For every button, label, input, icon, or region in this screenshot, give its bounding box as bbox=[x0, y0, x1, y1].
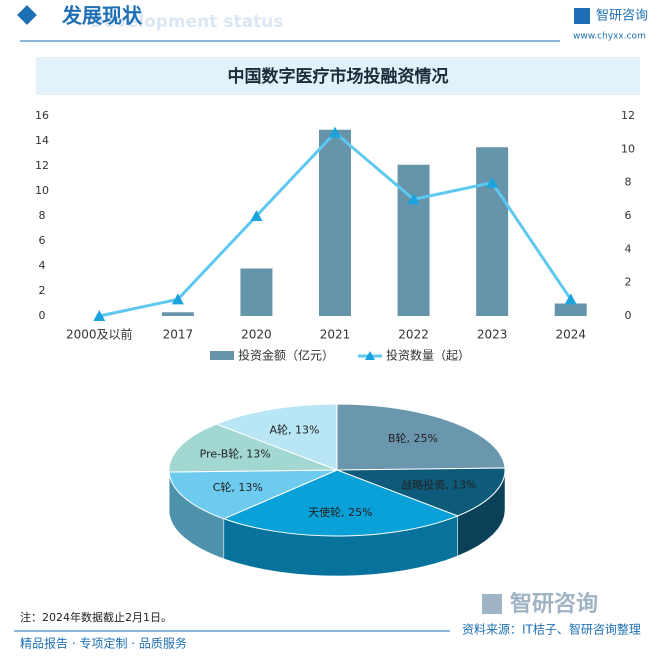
logo-url: www.chyxx.com bbox=[573, 32, 646, 42]
bar bbox=[554, 303, 587, 316]
y-tick-label: 16 bbox=[35, 109, 49, 122]
y-tick-label: 10 bbox=[35, 184, 49, 197]
header-icon bbox=[17, 5, 37, 25]
y2-tick-label: 10 bbox=[621, 142, 635, 155]
x-tick-label: 2020 bbox=[241, 328, 272, 342]
logo-text: 智研咨询 bbox=[596, 9, 648, 24]
header-title: 发展现状 bbox=[61, 4, 143, 28]
x-tick-label: 2017 bbox=[163, 328, 194, 342]
legend-label: 投资数量（起） bbox=[386, 348, 470, 363]
pie-label: 战略投资, 13% bbox=[401, 477, 476, 491]
footer-logo: 智研咨询 bbox=[510, 591, 598, 617]
line-marker bbox=[250, 210, 263, 221]
pie-slice bbox=[215, 403, 338, 471]
header-subtitle: Development status bbox=[90, 12, 283, 32]
x-tick-label: 2023 bbox=[477, 328, 508, 342]
bar bbox=[319, 129, 351, 316]
line-marker bbox=[564, 293, 577, 305]
legend-marker bbox=[365, 351, 375, 360]
note: 注：2024年数据截止2月1日。 bbox=[20, 610, 172, 624]
logo-icon bbox=[574, 8, 590, 24]
bar bbox=[161, 312, 194, 316]
y-tick-label: 12 bbox=[35, 159, 49, 172]
x-tick-label: 2022 bbox=[398, 328, 429, 342]
bar bbox=[397, 164, 430, 316]
y2-tick-label: 6 bbox=[625, 209, 632, 222]
x-tick-label: 2000及以前 bbox=[66, 327, 133, 342]
legend-swatch bbox=[210, 351, 234, 360]
y-tick-label: 2 bbox=[39, 284, 46, 297]
y-tick-label: 4 bbox=[39, 259, 46, 272]
x-tick-label: 2021 bbox=[320, 328, 351, 342]
bar bbox=[476, 147, 509, 316]
pie-label: B轮, 25% bbox=[388, 431, 438, 445]
y-tick-label: 14 bbox=[35, 134, 49, 147]
pie-slice bbox=[336, 403, 506, 471]
line-marker bbox=[329, 126, 341, 138]
y2-tick-label: 4 bbox=[625, 242, 632, 255]
line-marker bbox=[171, 293, 184, 305]
y2-tick-label: 0 bbox=[625, 309, 632, 322]
pie-slice bbox=[168, 469, 338, 520]
pie-label: 天使轮, 25% bbox=[308, 505, 372, 519]
pie-slice bbox=[336, 467, 506, 517]
chart-title: 中国数字医疗市场投融资情况 bbox=[228, 66, 449, 87]
y2-tick-label: 2 bbox=[625, 276, 632, 289]
footer-source: 资料来源：IT桔子、智研咨询整理 bbox=[462, 622, 641, 637]
line-marker bbox=[93, 310, 106, 321]
pie-label: A轮, 13% bbox=[269, 422, 319, 436]
pie-slice bbox=[222, 469, 459, 537]
y2-tick-label: 8 bbox=[625, 176, 632, 189]
x-tick-label: 2024 bbox=[555, 328, 586, 342]
footer-slogan: 精品报告 · 专项定制 · 品质服务 bbox=[20, 636, 187, 651]
y-tick-label: 6 bbox=[39, 234, 46, 247]
line-marker bbox=[407, 193, 420, 205]
pie-slice bbox=[168, 423, 338, 473]
y-tick-label: 8 bbox=[39, 209, 46, 222]
y2-tick-label: 12 bbox=[621, 109, 635, 122]
legend-label: 投资金额（亿元） bbox=[238, 348, 334, 363]
y-tick-label: 0 bbox=[39, 309, 46, 322]
footer-logo-icon bbox=[482, 594, 502, 614]
line-marker bbox=[486, 176, 499, 188]
title-banner bbox=[36, 57, 640, 95]
pie-label: Pre-B轮, 13% bbox=[200, 447, 271, 461]
bar bbox=[240, 268, 273, 316]
pie-label: C轮, 13% bbox=[213, 480, 263, 494]
